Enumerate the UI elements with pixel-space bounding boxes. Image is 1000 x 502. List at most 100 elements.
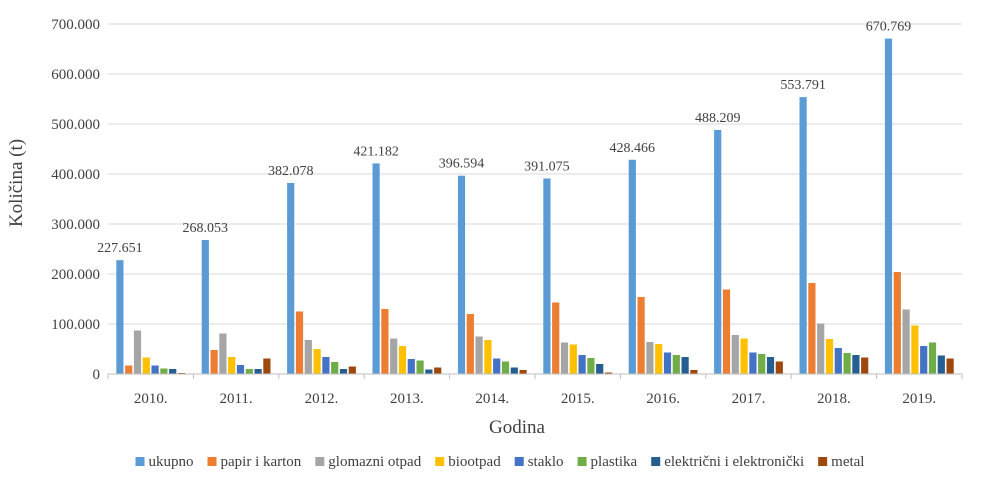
bar-papir-i-karton-2017 <box>722 289 731 374</box>
bar-ukupno-2015 <box>543 178 551 374</box>
y-tick-label: 400.000 <box>51 167 100 183</box>
bar-ukupno-2016 <box>628 159 636 374</box>
x-tick-label: 2013. <box>390 391 424 407</box>
bar-ukupno-2010 <box>116 260 124 374</box>
legend-swatch <box>135 457 145 466</box>
data-label: 670.769 <box>866 20 912 35</box>
bar-papir-i-karton-2012 <box>295 311 304 374</box>
bar-plastika-2014 <box>501 361 510 374</box>
bar-papir-i-karton-2013 <box>381 309 389 374</box>
bar-ukupno-2019 <box>884 38 893 375</box>
bar-biootpad-2015 <box>569 344 577 374</box>
bar-plastika-2017 <box>758 354 766 374</box>
bar-metal-2017 <box>775 361 783 374</box>
bar-papir-i-karton-2011 <box>210 350 218 374</box>
y-axis-title: Količina (t) <box>6 139 27 227</box>
bar-staklo-2010 <box>151 365 159 374</box>
legend-label: električni i elektronički <box>664 454 804 470</box>
bar-staklo-2016 <box>663 352 672 374</box>
x-tick-label: 2011. <box>219 391 252 407</box>
bar-metal-2015 <box>604 372 613 374</box>
x-tick-label: 2016. <box>646 391 680 407</box>
bar-plastika-2016 <box>672 355 680 374</box>
x-tick-label: 2010. <box>134 391 168 407</box>
bar-metal-2013 <box>434 367 442 374</box>
data-label: 421.182 <box>353 144 399 159</box>
data-label: 391.075 <box>524 159 570 174</box>
legend: ukupno papir i karton glomazni otpad biootp… <box>135 454 864 470</box>
legend-swatch <box>207 457 217 466</box>
bar-biootpad-2013 <box>398 346 407 374</box>
bar-metal-2018 <box>861 357 869 374</box>
y-tick-label: 500.000 <box>51 117 100 133</box>
gridlines <box>108 23 962 325</box>
bar-plastika-2019 <box>928 342 937 374</box>
bar-papir-i-karton-2014 <box>466 314 474 374</box>
x-axis-title: Godina <box>489 417 546 438</box>
bar-biootpad-2010 <box>142 357 150 374</box>
bar-električni-i-elektronički-2017 <box>766 357 775 374</box>
bar-papir-i-karton-2019 <box>893 272 901 374</box>
bar-glomazni-otpad-2013 <box>390 338 398 374</box>
y-tick-label: 600.000 <box>51 67 100 83</box>
legend-swatch <box>514 457 524 466</box>
data-labels: 227.651 268.053 382.078 421.182 396.594 391.0… <box>97 20 911 257</box>
x-tick-label: 2017. <box>732 391 766 407</box>
bar-biootpad-2012 <box>313 349 321 374</box>
x-tick-label: 2014. <box>475 391 509 407</box>
bar-glomazni-otpad-2014 <box>475 336 483 374</box>
legend-swatch <box>435 457 445 466</box>
bar-staklo-2017 <box>749 352 757 374</box>
bars <box>116 38 954 375</box>
bar-papir-i-karton-2015 <box>552 302 560 374</box>
bar-električni-i-elektronički-2010 <box>169 369 177 374</box>
bar-biootpad-2016 <box>655 344 663 374</box>
bar-glomazni-otpad-2015 <box>560 342 569 374</box>
data-label: 553.791 <box>780 78 826 93</box>
bar-papir-i-karton-2018 <box>808 283 816 374</box>
bar-električni-i-elektronički-2011 <box>254 369 262 374</box>
bar-ukupno-2017 <box>714 129 722 374</box>
bar-ukupno-2018 <box>799 97 807 374</box>
bar-staklo-2014 <box>493 358 501 374</box>
y-tick-label: 0 <box>93 367 101 383</box>
bar-plastika-2015 <box>587 358 595 374</box>
bar-metal-2012 <box>348 366 356 374</box>
bar-električni-i-elektronički-2018 <box>852 355 860 374</box>
bar-električni-i-elektronički-2015 <box>596 364 604 374</box>
data-label: 488.209 <box>695 111 741 126</box>
bar-papir-i-karton-2010 <box>125 365 133 374</box>
bar-plastika-2012 <box>331 362 339 374</box>
bar-glomazni-otpad-2018 <box>817 323 825 374</box>
bar-ukupno-2013 <box>372 163 380 374</box>
bar-metal-2014 <box>519 370 527 374</box>
bar-plastika-2013 <box>416 360 424 374</box>
bar-staklo-2018 <box>834 348 842 374</box>
bar-staklo-2012 <box>322 357 330 374</box>
bar-glomazni-otpad-2019 <box>902 309 910 374</box>
bar-električni-i-elektronički-2013 <box>425 369 433 374</box>
bar-biootpad-2014 <box>484 340 492 374</box>
bar-električni-i-elektronički-2014 <box>510 367 518 374</box>
legend-swatch <box>651 457 661 466</box>
bar-električni-i-elektronički-2019 <box>937 355 945 374</box>
bar-staklo-2011 <box>236 365 245 374</box>
bar-glomazni-otpad-2012 <box>304 340 312 374</box>
bar-plastika-2011 <box>245 369 253 374</box>
x-axis-ticks: 2010. 2011. 2012. 2013. 2014. 2015. 2016. 2017.… <box>107 374 963 407</box>
bar-glomazni-otpad-2017 <box>731 335 739 374</box>
bar-plastika-2018 <box>843 353 851 374</box>
legend-swatch <box>818 457 828 466</box>
bar-papir-i-karton-2016 <box>637 297 645 374</box>
y-axis-ticks: 0 100.000 200.000 300.000 400.000 500.000 600.… <box>51 17 100 383</box>
y-tick-label: 300.000 <box>51 217 100 233</box>
legend-swatch <box>315 457 325 466</box>
bar-biootpad-2019 <box>911 325 919 374</box>
bar-električni-i-elektronički-2016 <box>681 357 689 374</box>
x-tick-label: 2018. <box>817 391 851 407</box>
legend-label: staklo <box>528 454 564 470</box>
data-label: 227.651 <box>97 241 143 256</box>
bar-ukupno-2012 <box>287 182 295 374</box>
legend-swatch <box>577 457 587 466</box>
